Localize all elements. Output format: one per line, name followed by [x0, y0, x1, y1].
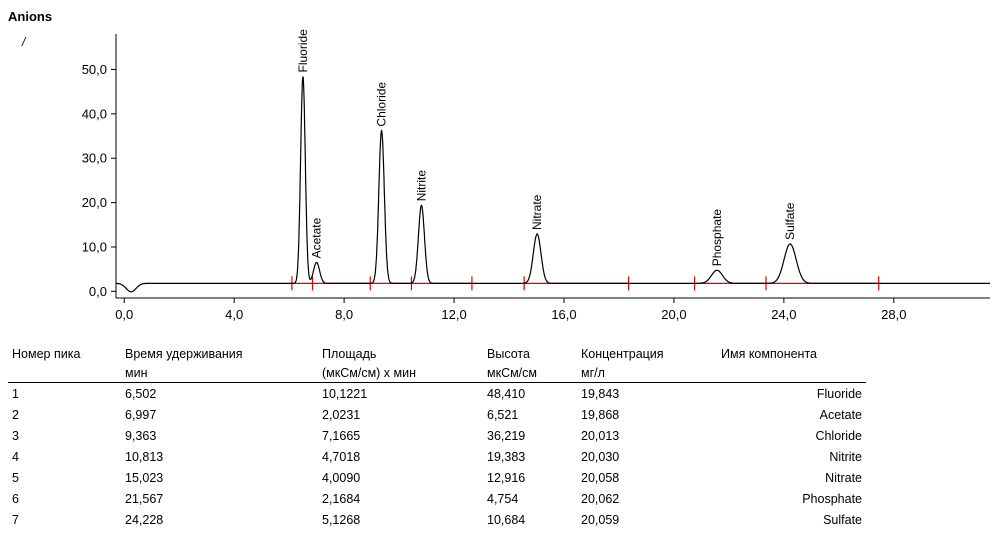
y-axis-label: /	[21, 35, 27, 49]
header-peak-number: Номер пика	[12, 346, 81, 361]
cell-concentration: 20,062	[581, 491, 620, 506]
table-row: 3 9,363 7,1665 36,219 20,013 Chloride	[8, 425, 866, 446]
x-tick-label: 12,0	[441, 307, 466, 322]
cell-height: 10,684	[487, 512, 526, 527]
header-area: Площадь	[322, 346, 377, 361]
unit-retention-time: мин	[121, 363, 318, 383]
x-tick-label: 24,0	[771, 307, 796, 322]
cell-area: 10,1221	[322, 386, 368, 401]
cell-peak-number: 3	[12, 428, 19, 443]
table-header-row: Номер пика Время удерживания Площадь Выс…	[8, 344, 866, 363]
cell-height: 19,383	[487, 449, 526, 464]
peak-label: Phosphate	[710, 209, 724, 267]
table-units-row: мин (мкСм/см) х мин мкСм/см мг/л	[8, 363, 866, 383]
cell-height: 36,219	[487, 428, 526, 443]
unit-peak-number	[8, 363, 121, 383]
peak-label: Nitrate	[530, 194, 544, 230]
unit-area: (мкСм/см) х мин	[318, 363, 483, 383]
cell-component-name: Acetate	[819, 407, 862, 422]
unit-component-name	[717, 363, 866, 383]
header-retention-time: Время удерживания	[125, 346, 243, 361]
cell-component-name: Nitrite	[829, 449, 862, 464]
cell-concentration: 19,868	[581, 407, 620, 422]
cell-concentration: 20,013	[581, 428, 620, 443]
cell-retention-time: 6,502	[125, 386, 157, 401]
cell-retention-time: 9,363	[125, 428, 157, 443]
chromatogram-chart: Anions / 0,0 10,0 20,0 30,0 40,0 50,0 0,0 4,0 8,…	[8, 9, 990, 322]
peak-label: Chloride	[375, 82, 389, 127]
peak-label: Nitrite	[414, 170, 428, 202]
cell-component-name: Chloride	[815, 428, 862, 443]
x-tick-label: 20,0	[661, 307, 686, 322]
x-tick-label: 16,0	[551, 307, 576, 322]
cell-concentration: 19,843	[581, 386, 620, 401]
cell-retention-time: 15,023	[125, 470, 164, 485]
peak-label: Acetate	[310, 217, 324, 258]
cell-peak-number: 2	[12, 407, 19, 422]
cell-component-name: Fluoride	[816, 386, 862, 401]
cell-concentration: 20,059	[581, 512, 620, 527]
y-tick-label: 30,0	[82, 151, 107, 166]
cell-height: 6,521	[487, 407, 519, 422]
cell-peak-number: 5	[12, 470, 19, 485]
table-row: 6 21,567 2,1684 4,754 20,062 Phosphate	[8, 488, 866, 509]
y-tick-label: 40,0	[82, 106, 107, 121]
cell-peak-number: 1	[12, 386, 19, 401]
cell-component-name: Phosphate	[802, 491, 862, 506]
y-tick-label: 50,0	[82, 62, 107, 77]
cell-retention-time: 24,228	[125, 512, 164, 527]
cell-area: 5,1268	[322, 512, 361, 527]
table-row: 5 15,023 4,0090 12,916 20,058 Nitrate	[8, 467, 866, 488]
cell-component-name: Nitrate	[825, 470, 862, 485]
cell-area: 7,1665	[322, 428, 361, 443]
cell-height: 4,754	[487, 491, 519, 506]
cell-area: 4,7018	[322, 449, 361, 464]
cell-retention-time: 21,567	[125, 491, 164, 506]
cell-area: 2,0231	[322, 407, 361, 422]
cell-concentration: 20,030	[581, 449, 620, 464]
header-height: Высота	[487, 346, 530, 361]
table-row: 1 6,502 10,1221 48,410 19,843 Fluoride	[8, 383, 866, 405]
table-row: 4 10,813 4,7018 19,383 20,030 Nitrite	[8, 446, 866, 467]
peak-label: Sulfate	[783, 202, 797, 240]
peak-table: Номер пика Время удерживания Площадь Выс…	[8, 344, 866, 530]
y-tick-label: 10,0	[82, 239, 107, 254]
unit-height: мкСм/см	[483, 363, 577, 383]
cell-peak-number: 6	[12, 491, 19, 506]
peak-label: Fluoride	[296, 29, 310, 73]
x-tick-label: 8,0	[335, 307, 353, 322]
cell-component-name: Sulfate	[823, 512, 862, 527]
cell-peak-number: 4	[12, 449, 19, 464]
x-tick-label: 4,0	[225, 307, 243, 322]
peak-table-body: 1 6,502 10,1221 48,410 19,843 Fluoride 2 6,997 2…	[8, 383, 866, 531]
chart-title: Anions	[8, 9, 52, 24]
header-concentration: Концентрация	[581, 346, 664, 361]
y-tick-label: 20,0	[82, 195, 107, 210]
cell-peak-number: 7	[12, 512, 19, 527]
header-component-name: Имя компонента	[721, 346, 817, 361]
unit-concentration: мг/л	[577, 363, 717, 383]
x-tick-label: 28,0	[881, 307, 906, 322]
peak-table-header: Номер пика Время удерживания Площадь Выс…	[8, 344, 866, 383]
cell-concentration: 20,058	[581, 470, 620, 485]
cell-height: 48,410	[487, 386, 526, 401]
cell-retention-time: 6,997	[125, 407, 157, 422]
table-row: 2 6,997 2,0231 6,521 19,868 Acetate	[8, 404, 866, 425]
cell-area: 4,0090	[322, 470, 361, 485]
peak-labels: Fluoride Acetate Chloride Nitrite Nitrate Pho…	[296, 29, 797, 266]
cell-area: 2,1684	[322, 491, 361, 506]
chart-axes: 0,0 10,0 20,0 30,0 40,0 50,0 0,0 4,0 8,0 12,0 16,0…	[82, 34, 990, 322]
cell-retention-time: 10,813	[125, 449, 164, 464]
cell-height: 12,916	[487, 470, 526, 485]
x-tick-label: 0,0	[115, 307, 133, 322]
chromatogram-trace	[116, 76, 990, 293]
table-row: 7 24,228 5,1268 10,684 20,059 Sulfate	[8, 509, 866, 530]
y-tick-label: 0,0	[89, 284, 107, 299]
